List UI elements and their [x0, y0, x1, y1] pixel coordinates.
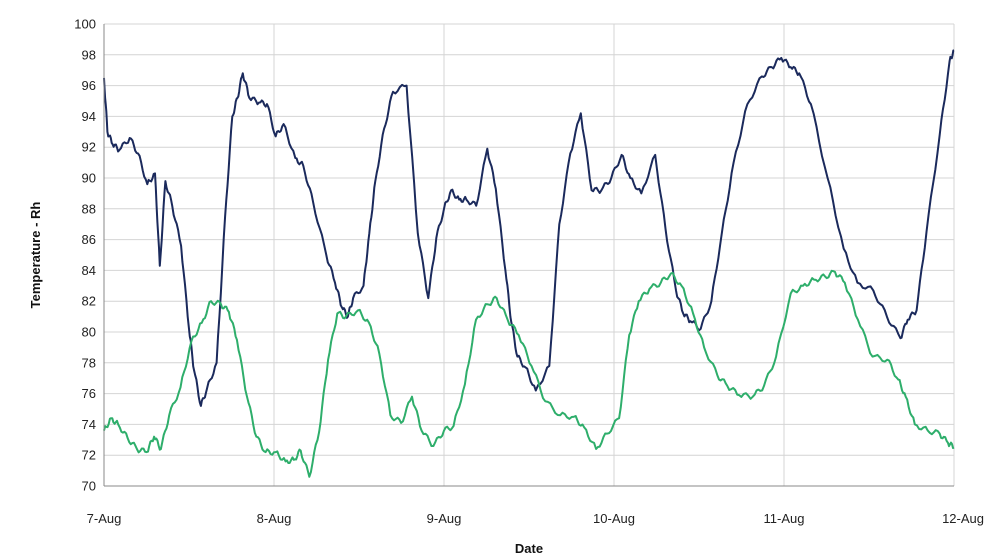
y-tick-label: 70	[82, 479, 96, 494]
plot-area	[104, 24, 954, 486]
series-line-2	[103, 269, 955, 478]
y-tick-label: 78	[82, 355, 96, 370]
x-tick-label: 9-Aug	[427, 511, 462, 526]
y-tick-label: 76	[82, 386, 96, 401]
y-tick-label: 82	[82, 294, 96, 309]
y-tick-label: 80	[82, 325, 96, 340]
x-tick-label: 8-Aug	[257, 511, 292, 526]
series-layer	[103, 49, 955, 478]
y-tick-label: 84	[82, 263, 96, 278]
x-tick-label: 11-Aug	[764, 511, 805, 526]
y-tick-label: 98	[82, 47, 96, 62]
y-tick-label: 72	[82, 448, 96, 463]
y-tick-labels: 70 72 74 76 78 80 82 84 86 88 90 92 94 96 98 100	[74, 17, 96, 494]
y-tick-label: 74	[82, 417, 96, 432]
x-tick-label: 10-Aug	[593, 511, 635, 526]
y-tick-label: 86	[82, 232, 96, 247]
x-tick-labels: 7-Aug 8-Aug 9-Aug 10-Aug 11-Aug 12-Aug	[87, 511, 984, 526]
x-axis-title: Date	[515, 541, 543, 556]
y-axis-title: Temperature - Rh	[28, 202, 43, 309]
y-tick-label: 94	[82, 109, 96, 124]
x-tick-label: 7-Aug	[87, 511, 122, 526]
y-tick-label: 92	[82, 140, 96, 155]
gridlines	[103, 23, 955, 487]
y-tick-label: 90	[82, 171, 96, 186]
x-tick-label: 12-Aug	[942, 511, 984, 526]
y-tick-label: 100	[74, 17, 96, 32]
series-line-1	[103, 49, 955, 407]
y-tick-label: 88	[82, 201, 96, 216]
y-tick-label: 96	[82, 78, 96, 93]
